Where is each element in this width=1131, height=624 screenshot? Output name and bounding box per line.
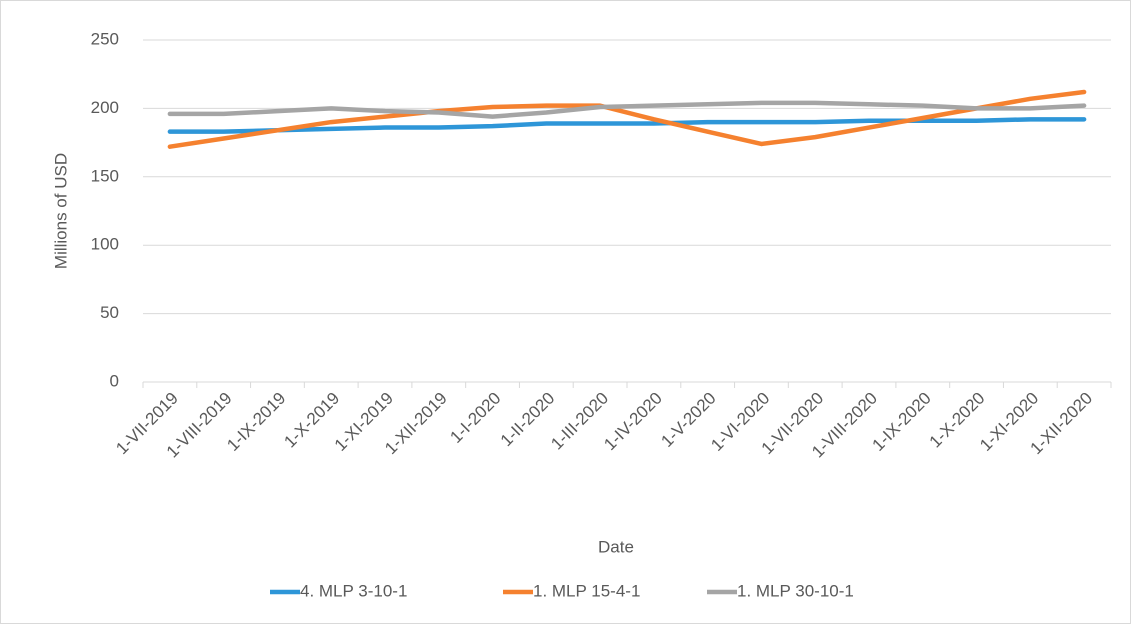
x-axis-title: Date [598,537,634,556]
legend-label: 1. MLP 15-4-1 [533,581,640,600]
y-tick-label: 150 [91,166,119,185]
y-tick-label: 0 [110,371,119,390]
series-line [167,89,1087,149]
series-line [167,100,1087,119]
y-tick-label: 250 [91,29,119,48]
y-tick-label: 50 [100,303,119,322]
y-tick-label: 100 [91,235,119,254]
y-tick-label: 200 [91,98,119,117]
y-axis-title: Millions of USD [51,153,70,269]
legend-label: 1. MLP 30-10-1 [737,581,854,600]
legend-label: 4. MLP 3-10-1 [300,581,407,600]
series-line [167,117,1087,134]
